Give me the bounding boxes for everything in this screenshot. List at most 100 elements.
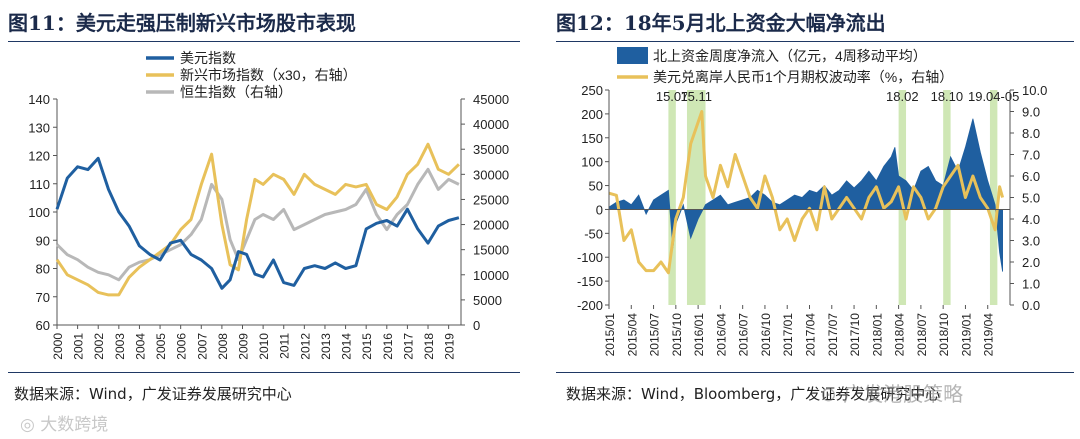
left-y-tick-label: 60 bbox=[36, 318, 50, 333]
right-x-tick-label: 2018/10 bbox=[937, 313, 951, 357]
right-x-tick-label: 2015/07 bbox=[648, 313, 662, 357]
left-y-tick-label: 120 bbox=[28, 149, 50, 164]
right-y-tick-label: 250 bbox=[581, 83, 603, 98]
right-x-tick-label: 2016/10 bbox=[759, 313, 773, 357]
left-x-tick-label: 2003 bbox=[113, 333, 127, 360]
right-highlight-label-3: 18.02 bbox=[886, 89, 919, 104]
left-y2-tick-label: 25000 bbox=[473, 192, 509, 207]
left-y2-tick-label: 15000 bbox=[473, 243, 509, 258]
right-y2-tick-label: 2.0 bbox=[1022, 255, 1040, 270]
right-legend-label-2: 美元兑离岸人民币1个月期权波动率（%，右轴） bbox=[653, 69, 953, 85]
right-x-tick-label: 2016/04 bbox=[714, 313, 728, 357]
right-legend-label-1: 北上资金周度净流入（亿元，4周移动平均） bbox=[653, 48, 927, 64]
left-y-tick-label: 70 bbox=[36, 290, 50, 305]
right-y2-tick-label: 9.0 bbox=[1022, 105, 1040, 120]
left-x-tick-label: 2008 bbox=[216, 333, 230, 360]
left-x-tick-label: 2004 bbox=[133, 333, 147, 360]
left-y2-tick-label: 10000 bbox=[473, 268, 509, 283]
left-legend-label-1: 美元指数 bbox=[180, 50, 236, 66]
left-chart-title: 图11：美元走强压制新兴市场股市表现 bbox=[8, 11, 356, 35]
watermark-left: ◎ 大数跨境 bbox=[20, 415, 109, 435]
right-y2-tick-label: 6.0 bbox=[1022, 169, 1040, 184]
right-x-tick-label: 2016/07 bbox=[737, 313, 751, 357]
right-chart-title: 图12：18年5月北上资金大幅净流出 bbox=[556, 11, 886, 35]
left-source-note: 数据来源：Wind，广发证券发展研究中心 bbox=[14, 385, 292, 403]
right-x-tick-label: 2017/04 bbox=[804, 313, 818, 357]
right-line-series bbox=[608, 110, 1005, 275]
left-series-line-2 bbox=[55, 142, 460, 297]
right-y2-tick-label: 3.0 bbox=[1022, 234, 1040, 249]
right-highlight-label-5: 19.04-05 bbox=[968, 89, 1019, 104]
left-x-tick-label: 2009 bbox=[237, 333, 251, 360]
right-x-tick-label: 2018/07 bbox=[915, 313, 929, 357]
right-y-tick-label: 150 bbox=[581, 131, 603, 146]
left-x-tick-label: 2005 bbox=[154, 333, 168, 360]
right-x-tick-label: 2015/10 bbox=[670, 313, 684, 357]
left-x-tick-label: 2012 bbox=[298, 333, 312, 360]
right-y2-tick-label: 4.0 bbox=[1022, 212, 1040, 227]
left-y2-tick-label: 30000 bbox=[473, 167, 509, 182]
right-highlight-label-4: 18.10 bbox=[931, 89, 964, 104]
left-y2-tick-label: 40000 bbox=[473, 117, 509, 132]
right-highlight-label-1: 15.07 bbox=[656, 89, 689, 104]
right-y-tick-label: -50 bbox=[584, 226, 603, 241]
right-y-tick-label: -200 bbox=[577, 298, 603, 313]
left-y-tick-label: 140 bbox=[28, 92, 50, 107]
right-y2-tick-label: 0.0 bbox=[1022, 298, 1040, 313]
right-x-tick-label: 2017/01 bbox=[781, 313, 795, 357]
watermark-right: ⊙ 广发港股策略 bbox=[820, 382, 964, 406]
right-x-tick-label: 2019/04 bbox=[982, 313, 996, 357]
left-y2-tick-label: 0 bbox=[473, 318, 480, 333]
left-x-tick-label: 2007 bbox=[195, 333, 209, 360]
left-x-tick-label: 2006 bbox=[175, 333, 189, 360]
left-x-tick-label: 2001 bbox=[72, 333, 86, 360]
left-y2-tick-label: 20000 bbox=[473, 218, 509, 233]
left-x-tick-label: 2015 bbox=[360, 333, 374, 360]
right-x-tick-label: 2019/01 bbox=[959, 313, 973, 357]
left-y-tick-label: 80 bbox=[36, 262, 50, 277]
left-y-tick-label: 130 bbox=[28, 120, 50, 135]
right-y2-tick-label: 10.0 bbox=[1022, 83, 1047, 98]
left-y2-tick-label: 45000 bbox=[473, 92, 509, 107]
left-x-tick-label: 2011 bbox=[278, 333, 292, 359]
right-y-tick-label: 200 bbox=[581, 107, 603, 122]
right-y-tick-label: -100 bbox=[577, 250, 603, 265]
right-source-rule bbox=[556, 372, 1074, 373]
right-highlight-label-2: 15.11 bbox=[680, 89, 712, 104]
left-x-tick-label: 2018 bbox=[422, 333, 436, 360]
left-series-line-1 bbox=[55, 156, 460, 290]
right-highlight-band-5 bbox=[989, 90, 998, 305]
right-x-tick-label: 2018/01 bbox=[870, 313, 884, 357]
left-x-tick-label: 2002 bbox=[92, 333, 106, 360]
right-y-tick-label: 50 bbox=[589, 179, 603, 194]
right-y2-tick-label: 1.0 bbox=[1022, 277, 1040, 292]
left-legend-label-3: 恒生指数（右轴） bbox=[180, 84, 292, 100]
left-x-tick-label: 2016 bbox=[381, 333, 395, 360]
left-title-rule bbox=[8, 41, 520, 42]
left-x-tick-label: 2010 bbox=[257, 333, 271, 360]
left-y-tick-label: 100 bbox=[28, 205, 50, 220]
left-x-tick-label: 2014 bbox=[340, 333, 354, 360]
left-source-rule bbox=[8, 372, 520, 373]
right-y-tick-label: 100 bbox=[581, 155, 603, 170]
left-x-tick-label: 2017 bbox=[401, 333, 415, 360]
left-x-tick-label: 2013 bbox=[319, 333, 333, 360]
left-x-tick-label: 2019 bbox=[443, 333, 457, 360]
left-x-tick-label: 2000 bbox=[51, 333, 65, 360]
right-y2-tick-label: 5.0 bbox=[1022, 191, 1040, 206]
right-x-tick-label: 2016/01 bbox=[692, 313, 706, 357]
right-highlight-band-1 bbox=[668, 90, 676, 305]
left-y2-tick-label: 35000 bbox=[473, 142, 509, 157]
left-series-line-3 bbox=[55, 167, 460, 282]
left-y-tick-label: 90 bbox=[36, 233, 50, 248]
right-y-tick-label: 0 bbox=[596, 202, 603, 217]
right-x-tick-label: 2015/01 bbox=[603, 313, 617, 357]
right-x-tick-label: 2017/10 bbox=[848, 313, 862, 357]
watermark-logo-icon: ◎ bbox=[20, 415, 41, 435]
right-legend-swatch-1 bbox=[617, 47, 648, 64]
right-title-rule bbox=[556, 41, 1074, 42]
right-x-tick-label: 2018/04 bbox=[893, 313, 907, 357]
left-legend-label-2: 新兴市场指数（x30，右轴） bbox=[180, 67, 357, 83]
right-y2-tick-label: 7.0 bbox=[1022, 148, 1040, 163]
